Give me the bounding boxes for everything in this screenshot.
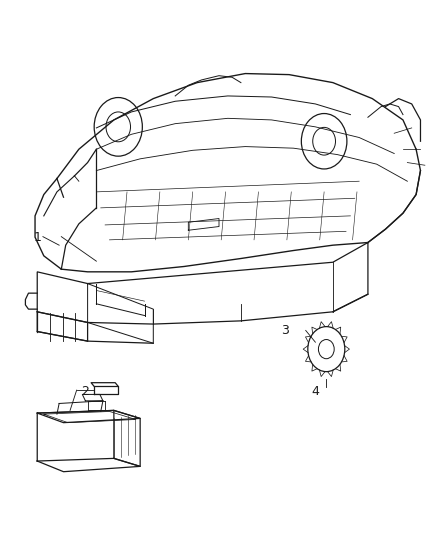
Text: 2: 2: [81, 385, 89, 398]
Text: 4: 4: [311, 385, 319, 398]
Text: 3: 3: [281, 324, 289, 337]
Text: 1: 1: [33, 231, 41, 244]
